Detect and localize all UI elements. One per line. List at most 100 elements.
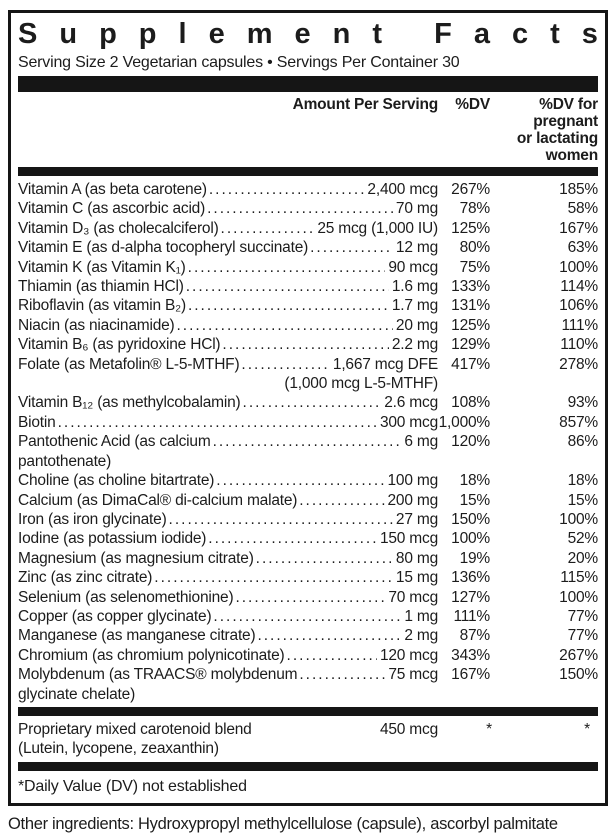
table-row-main-line: Manganese (as manganese citrate) 2 mg 87… <box>18 626 598 645</box>
dot-leader <box>188 258 386 277</box>
dot-leader <box>310 238 393 257</box>
nutrient-dv: 19% <box>459 549 491 567</box>
nutrient-dv: 136% <box>451 569 490 587</box>
pregnant-dv-header-line: %DV for <box>539 96 598 113</box>
table-row: Vitamin K (as Vitamin K₁) 90 mcg 75% 100… <box>18 258 598 277</box>
nutrient-name-amount-cell: Manganese (as manganese citrate) 2 mg <box>18 626 438 645</box>
nutrient-dv: 108% <box>451 394 490 412</box>
nutrient-name: Folate (as Metafolin® L-5-MTHF) <box>18 355 240 373</box>
nutrient-amount: 1,667 mcg DFE <box>332 355 438 373</box>
nutrient-dv: 111% <box>453 607 490 625</box>
table-row: Magnesium (as magnesium citrate) 80 mg 1… <box>18 549 598 568</box>
nutrient-name-amount-cell: Iodine (as potassium iodide) 150 mcg <box>18 529 438 548</box>
nutrient-pregnant-dv: 100% <box>559 588 598 606</box>
table-row-main-line: Vitamin E (as d-alpha tocopheryl succina… <box>18 238 598 257</box>
nutrient-pregnant-dv: 110% <box>560 336 598 354</box>
dot-leader <box>186 277 389 296</box>
divider-bar <box>18 706 598 716</box>
nutrient-amount: 450 mcg <box>379 720 438 738</box>
nutrient-continuation: glycinate chelate) <box>18 685 136 703</box>
nutrient-name: Biotin <box>18 413 56 431</box>
dot-leader <box>216 471 384 490</box>
table-row-main-line: Chromium (as chromium polynicotinate) 12… <box>18 646 598 665</box>
nutrient-dv: 1,000% <box>438 413 491 431</box>
pregnant-dv-header-line: or lactating <box>516 130 598 147</box>
nutrient-dv: 18% <box>459 472 491 490</box>
table-row-main-line: Vitamin B₆ (as pyridoxine HCl) 2.2 mg 12… <box>18 335 598 354</box>
table-row-main-line: Vitamin B₁₂ (as methylcobalamin) 2.6 mcg… <box>18 393 598 412</box>
nutrient-pregnant-dv: 150% <box>559 666 598 684</box>
nutrient-amount: 90 mcg <box>388 258 438 276</box>
table-row: Choline (as choline bitartrate) 100 mg 1… <box>18 471 598 490</box>
divider-bar-heavy <box>18 76 598 92</box>
nutrient-name: Magnesium (as magnesium citrate) <box>18 549 254 567</box>
table-row-main-line: Vitamin C (as ascorbic acid) 70 mg 78% 5… <box>18 199 598 218</box>
table-row-main-line: Choline (as choline bitartrate) 100 mg 1… <box>18 471 598 490</box>
table-row: Vitamin B₆ (as pyridoxine HCl) 2.2 mg 12… <box>18 335 598 354</box>
daily-value-footnote: *Daily Value (DV) not established <box>18 777 247 795</box>
nutrient-pregnant-dv: 267% <box>559 646 598 664</box>
divider-bar <box>18 167 598 176</box>
nutrient-amount: 80 mg <box>395 549 438 567</box>
table-row-main-line: Folate (as Metafolin® L-5-MTHF) 1,667 mc… <box>18 355 598 374</box>
dot-leader <box>208 529 377 548</box>
table-row: Copper (as copper glycinate) 1 mg 111% 7… <box>18 607 598 626</box>
dot-leader <box>287 646 377 665</box>
nutrient-pregnant-dv: 63% <box>567 239 599 257</box>
nutrient-name: Calcium (as DimaCal® di-calcium malate) <box>18 491 298 509</box>
nutrient-name: Manganese (as manganese citrate) <box>18 627 256 645</box>
nutrient-name: Riboflavin (as vitamin B₂) <box>18 297 186 315</box>
nutrient-amount: 27 mg <box>395 510 438 528</box>
table-row: Chromium (as chromium polynicotinate) 12… <box>18 646 598 665</box>
nutrient-pregnant-dv: 77% <box>567 607 599 625</box>
table-row: Biotin 300 mcg 1,000% 857% <box>18 413 598 432</box>
nutrient-continuation: (Lutein, lycopene, zeaxanthin) <box>18 740 219 758</box>
dot-leader <box>299 491 384 510</box>
nutrient-amount: 100 mg <box>387 472 439 490</box>
nutrient-pregnant-dv: 115% <box>560 569 598 587</box>
dot-leader <box>299 665 385 684</box>
dot-leader <box>213 432 402 451</box>
dot-leader <box>243 393 382 412</box>
table-row: Thiamin (as thiamin HCl) 1.6 mg 133% 114… <box>18 277 598 296</box>
nutrient-amount: 2.2 mg <box>391 336 438 354</box>
blend-row-section: Proprietary mixed carotenoid blend 450 m… <box>18 720 598 759</box>
table-row: Vitamin E (as d-alpha tocopheryl succina… <box>18 238 598 257</box>
amount-per-serving-header: Amount Per Serving <box>292 96 439 113</box>
nutrient-pregnant-dv: * <box>584 720 590 738</box>
table-row: Zinc (as zinc citrate) 15 mg 136% 115% <box>18 568 598 587</box>
table-row-main-line: Iodine (as potassium iodide) 150 mcg 100… <box>18 529 598 548</box>
nutrient-amount: 200 mg <box>387 491 439 509</box>
nutrient-name: Chromium (as chromium polynicotinate) <box>18 646 285 664</box>
nutrient-name-amount-cell: Iron (as iron glycinate) 27 mg <box>18 510 438 529</box>
nutrient-name-amount-cell: Pantothenic Acid (as calcium 6 mg <box>18 432 438 451</box>
nutrient-name-amount-cell: Magnesium (as magnesium citrate) 80 mg <box>18 549 438 568</box>
nutrient-name: Vitamin C (as ascorbic acid) <box>18 200 206 218</box>
nutrient-name: Vitamin B₆ (as pyridoxine HCl) <box>18 336 221 354</box>
table-row: Vitamin B₁₂ (as methylcobalamin) 2.6 mcg… <box>18 393 598 412</box>
dot-leader <box>188 296 389 315</box>
nutrient-amount: 1 mg <box>404 607 438 625</box>
nutrient-pregnant-dv: 111% <box>561 316 598 334</box>
nutrient-name-amount-cell: Vitamin D₃ (as cholecalciferol) 25 mcg (… <box>18 219 438 238</box>
dot-leader <box>154 568 393 587</box>
nutrient-name: Iodine (as potassium iodide) <box>18 530 207 548</box>
table-row-main-line: Riboflavin (as vitamin B₂) 1.7 mg 131% 1… <box>18 296 598 315</box>
table-row-main-line: Copper (as copper glycinate) 1 mg 111% 7… <box>18 607 598 626</box>
table-row: Vitamin A (as beta carotene) 2,400 mcg 2… <box>18 180 598 199</box>
nutrient-dv: 100% <box>451 530 490 548</box>
nutrient-name-amount-cell: Riboflavin (as vitamin B₂) 1.7 mg <box>18 296 438 315</box>
nutrient-pregnant-dv: 52% <box>567 530 599 548</box>
nutrient-amount: 2.6 mcg <box>384 394 438 412</box>
nutrient-name: Vitamin A (as beta carotene) <box>18 181 207 198</box>
nutrient-dv: 417% <box>451 355 490 373</box>
nutrient-name: Selenium (as selenomethionine) <box>18 588 234 606</box>
table-row: Iron (as iron glycinate) 27 mg 150% 100% <box>18 510 598 529</box>
nutrient-dv: 78% <box>459 200 491 218</box>
nutrient-name-amount-cell: Proprietary mixed carotenoid blend 450 m… <box>18 720 438 739</box>
column-headers: Amount Per Serving %DV %DV for pregnant … <box>18 96 599 164</box>
nutrient-dv: 125% <box>451 316 490 334</box>
nutrient-pregnant-dv: 278% <box>559 355 598 373</box>
nutrient-name: Niacin (as niacinamide) <box>18 316 175 334</box>
